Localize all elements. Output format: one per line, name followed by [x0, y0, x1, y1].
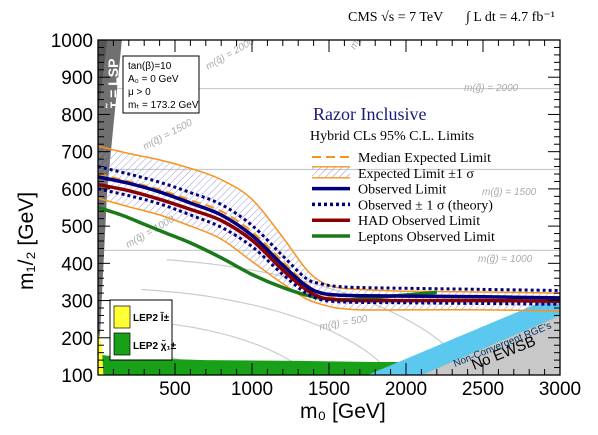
legend-median-expected: Median Expected Limit [312, 151, 491, 166]
no-ewsb-region [421, 315, 560, 375]
y-tick-label: 300 [61, 292, 93, 313]
chart-subtitle: Hybrid CLs 95% C.L. Limits [310, 129, 474, 144]
lep2-chargino-label: LEP2 χ̃₁± [133, 339, 177, 352]
x-tick-label: 1500 [308, 379, 350, 400]
legend-leptons-observed: Leptons Observed Limit [312, 230, 495, 245]
excluded-regions [98, 40, 560, 375]
param-a0: A₀ = 0 GeV [128, 74, 179, 85]
expected-band-upper [98, 145, 560, 294]
y-tick-label: 900 [61, 68, 93, 89]
contour-label: m(g̃) = 2000 [464, 83, 519, 94]
limit-curves [98, 165, 560, 306]
stau-lsp-region [98, 40, 122, 375]
had-observed-line [98, 182, 560, 304]
non-convergent-rge-region [367, 296, 560, 375]
legend-observed-theory: Observed ± 1 σ (theory) [312, 198, 493, 213]
y-tick-label: 400 [61, 254, 93, 275]
stau-lsp-label: τ̃ = LSP [104, 59, 121, 109]
experiment-label: CMS √s = 7 TeV [348, 10, 443, 25]
observed-theory-lower [98, 187, 560, 306]
x-tick-label: 2500 [462, 379, 504, 400]
legend-leptons-observed-label: Leptons Observed Limit [358, 230, 495, 245]
y-tick-label: 100 [61, 366, 93, 387]
y-tick-label: 600 [61, 180, 93, 201]
observed-theory-upper [98, 165, 560, 292]
legend-had-observed-label: HAD Observed Limit [358, 214, 480, 229]
param-tanbeta: tan(β)=10 [128, 61, 172, 72]
legend-expected-band-label: Expected Limit ±1 σ [358, 167, 474, 182]
leptons-observed-line [98, 205, 437, 302]
contour-label: m(g̃) = 1500 [482, 187, 537, 198]
x-axis-label: m₀ [GeV] [300, 400, 386, 423]
axis-ticks: 500 1000 1500 2000 2500 3000 100 200 300 400 500 60… [51, 31, 581, 400]
expected-band-fill [98, 146, 560, 311]
legend-observed-theory-label: Observed ± 1 σ (theory) [358, 198, 493, 213]
y-tick-label: 200 [61, 329, 93, 350]
legend-observed: Observed Limit [312, 183, 446, 198]
legend-observed-label: Observed Limit [358, 183, 446, 198]
parameter-box [122, 55, 200, 114]
x-tick-label: 500 [159, 379, 191, 400]
param-mtop: mₜ = 173.2 GeV [128, 100, 199, 111]
x-tick-label: 1000 [231, 379, 273, 400]
y-tick-label: 800 [61, 105, 93, 126]
observed-line [98, 175, 560, 300]
squark-contour [141, 288, 393, 375]
legend-expected-band-swatch [312, 166, 350, 178]
y-tick-label: 1000 [51, 31, 93, 52]
param-mu: μ > 0 [128, 87, 151, 98]
legend-had-observed: HAD Observed Limit [312, 214, 480, 229]
lumi-label: ∫ L dt = 4.7 fb⁻¹ [465, 10, 555, 25]
y-tick-label: 700 [61, 143, 93, 164]
chart-title: Razor Inclusive [313, 104, 426, 124]
lep2-slepton-label: LEP2 l̃± [133, 311, 170, 324]
x-tick-label: 2000 [385, 379, 427, 400]
y-tick-label: 500 [61, 217, 93, 238]
x-tick-label: 3000 [539, 379, 581, 400]
y-axis-label: m₁/₂ [GeV] [15, 192, 38, 290]
lep2-slepton-swatch [113, 305, 131, 329]
lep2-chargino-swatch [113, 332, 131, 356]
contour-label: m(g̃) = 1000 [478, 254, 533, 265]
legend-expected-band: Expected Limit ±1 σ [312, 166, 474, 182]
legend-median-expected-label: Median Expected Limit [358, 151, 491, 166]
